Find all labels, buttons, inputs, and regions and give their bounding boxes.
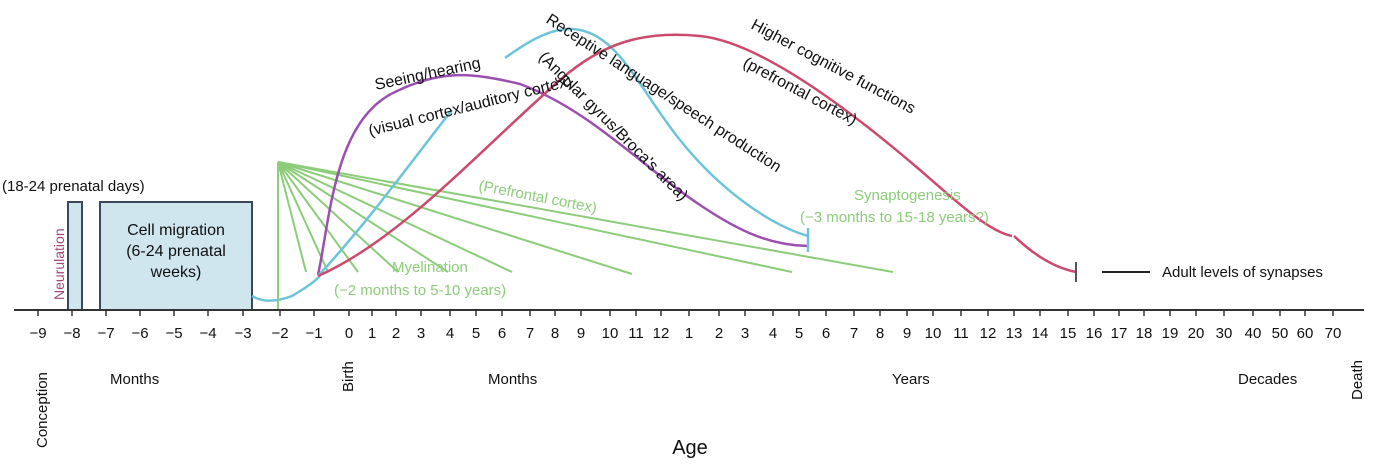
tick-label: 4 — [446, 325, 454, 342]
myelination-label: Myelination — [392, 259, 468, 276]
tick-label: 11 — [953, 325, 969, 342]
neurulation-label: Neurulation — [51, 228, 67, 300]
tick-label: 5 — [472, 325, 480, 342]
tick-label: 50 — [1272, 325, 1289, 342]
tick-label: 19 — [1162, 325, 1179, 342]
myelination-fan — [277, 161, 894, 310]
adult-levels-label: Adult levels of synapses — [1162, 264, 1323, 281]
receptive-language-curve-peak — [504, 27, 809, 238]
tick-label: 8 — [876, 325, 884, 342]
myelination-range: (−2 months to 5-10 years) — [334, 282, 506, 299]
angular-gyrus-label: (Angular gyrus/Broca's area) — [535, 49, 691, 205]
teal-baseline-dip — [251, 275, 321, 302]
tick-label: −9 — [29, 325, 46, 342]
cell-migration-box — [99, 201, 253, 311]
months-prenatal-label: Months — [110, 371, 159, 388]
tick-label: 2 — [392, 325, 400, 342]
death-label: Death — [1349, 360, 1366, 400]
tick-label: −7 — [97, 325, 114, 342]
tick-label: 40 — [1245, 325, 1262, 342]
higher-cognitive-tail — [1013, 235, 1077, 274]
tick-label: 20 — [1188, 325, 1205, 342]
cell-migration-label: Cell migration — [127, 222, 225, 239]
tick-label: −5 — [165, 325, 182, 342]
prefrontal-annotation: (Prefrontal cortex) — [477, 177, 598, 217]
neurulation-box — [67, 201, 83, 311]
seeing-hearing-label: Seeing/hearing — [373, 55, 482, 94]
tick-label: 17 — [1111, 325, 1128, 342]
tick-label: 7 — [526, 325, 534, 342]
tick-label: 6 — [822, 325, 830, 342]
tick-label: 9 — [577, 325, 585, 342]
decades-label: Decades — [1238, 371, 1297, 388]
tick-label: −8 — [63, 325, 80, 342]
neurulation-days-label: (18-24 prenatal days) — [2, 178, 145, 195]
tick-label: 5 — [795, 325, 803, 342]
tick-label: 10 — [925, 325, 942, 342]
years-label: Years — [892, 371, 930, 388]
months-postnatal-label: Months — [488, 371, 537, 388]
tick-label: 0 — [345, 325, 353, 342]
birth-label: Birth — [340, 361, 357, 392]
cell-migration-range: (6-24 prenatal — [126, 243, 226, 260]
tick-label: 6 — [498, 325, 506, 342]
tick-label: 30 — [1216, 325, 1233, 342]
tick-label: 70 — [1325, 325, 1342, 342]
tick-label: 9 — [903, 325, 911, 342]
synaptogenesis-range: (−3 months to 15-18 years?) — [800, 209, 989, 226]
tick-label: 13 — [1006, 325, 1023, 342]
cell-migration-range-end: weeks) — [150, 264, 202, 281]
synaptogenesis-label: Synaptogenesis — [854, 187, 961, 204]
tick-label: 7 — [850, 325, 858, 342]
receptive-language-curve — [317, 109, 453, 277]
tick-label: 12 — [653, 325, 670, 342]
tick-label: 4 — [769, 325, 777, 342]
tick-label: 16 — [1086, 325, 1103, 342]
tick-label: 3 — [741, 325, 749, 342]
tick-label: 3 — [417, 325, 425, 342]
tick-label: 60 — [1297, 325, 1314, 342]
tick-label: −6 — [131, 325, 148, 342]
tick-label: 1 — [685, 325, 693, 342]
tick-label: 1 — [368, 325, 376, 342]
tick-label: 12 — [980, 325, 997, 342]
tick-label: −1 — [305, 325, 322, 342]
tick-label: 15 — [1060, 325, 1077, 342]
tick-label: 8 — [551, 325, 559, 342]
tick-label: −4 — [199, 325, 216, 342]
tick-label: 10 — [602, 325, 619, 342]
seeing-hearing-curve — [316, 73, 809, 276]
tick-label: −2 — [271, 325, 288, 342]
tick-label: 2 — [715, 325, 723, 342]
conception-label: Conception — [34, 372, 51, 448]
axis-title: Age — [672, 437, 708, 459]
axis-ticks: −9 −8 −7 −6 −5 −4 −3 −2 −1 0 1 2 3 4 5 6 7 8 9 10 11 12 1 2 3 4 5 6… — [29, 310, 1341, 342]
tick-label: 11 — [628, 325, 644, 342]
higher-cognitive-curve — [317, 33, 1013, 278]
tick-label: 14 — [1032, 325, 1049, 342]
tick-label: −3 — [234, 325, 251, 342]
tick-label: 18 — [1136, 325, 1153, 342]
